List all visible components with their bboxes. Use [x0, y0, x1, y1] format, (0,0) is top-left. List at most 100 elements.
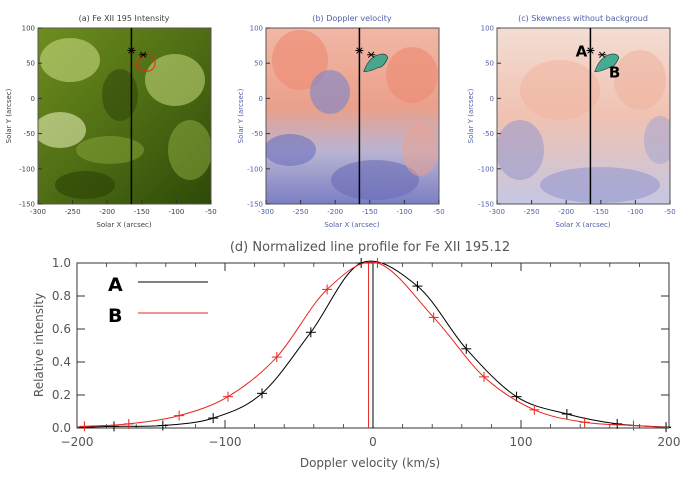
- panel-b-axes: -300 -250 -200 -150 -100 -50 100 50 0 -50 -100 -150: [247, 25, 445, 217]
- panel-c-xlabel: Solar X (arcsec): [555, 221, 610, 229]
- chart-ytick-label: 0.8: [52, 289, 71, 303]
- panel-c-star-marker: [598, 51, 607, 58]
- panel-d: (d) Normalized line profile for Fe XII 1…: [32, 240, 680, 470]
- series-point-a: [612, 418, 623, 429]
- panel-b-ytick-label: 0: [259, 95, 263, 103]
- panel-c-ytick-label: 0: [490, 95, 494, 103]
- panel-a-ytick-label: 0: [31, 95, 35, 103]
- chart-xlabel: Doppler velocity (km/s): [300, 456, 440, 470]
- panel-a-title: (a) Fe XII 195 Intensity: [79, 14, 170, 23]
- series-point-b: [372, 258, 383, 268]
- panel-a-ytick-label: 100: [22, 25, 35, 33]
- chart-axes: −200 −100 0 100 200 0.0 0.2 0.4 0.6 0.8 1.0: [52, 256, 681, 449]
- panel-a-xtick-label: -300: [30, 208, 46, 216]
- series-point-a: [257, 388, 267, 399]
- series-point-b: [271, 352, 282, 363]
- panel-c-overlay: AB: [576, 28, 620, 204]
- series-point-b: [479, 371, 489, 382]
- panel-b-xtick-label: -300: [258, 208, 274, 216]
- chart-xtick-label: 100: [510, 435, 533, 449]
- panel-a-ytick-label: 50: [26, 60, 35, 68]
- panel-a-star-marker: [127, 47, 136, 54]
- panel-b-ylabel: Solar Y (arcsec): [237, 88, 245, 143]
- panel-c-xtick-label: -50: [664, 208, 675, 216]
- chart-ytick-label: 0.4: [52, 355, 71, 369]
- chart-xtick-label: −200: [61, 435, 94, 449]
- chart-ytick-label: 0.2: [52, 388, 71, 402]
- panel-c: (c) Skewness without backgroud AB -300 -2…: [467, 14, 676, 229]
- series-point-b: [222, 391, 233, 402]
- panel-b-image: [266, 28, 439, 204]
- series-point-a: [412, 281, 423, 292]
- panel-c-ytick-label: -150: [478, 201, 494, 209]
- panel-a-ytick-label: -50: [24, 130, 35, 138]
- panel-c-contour: [594, 53, 620, 73]
- panel-a-ytick-label: -100: [19, 165, 35, 173]
- panel-b-ytick-label: 50: [254, 60, 263, 68]
- series-point-b: [579, 417, 590, 428]
- panel-b-xtick-label: -200: [327, 208, 343, 216]
- panel-b-star-marker: [367, 51, 376, 58]
- chart-series: [76, 258, 672, 433]
- series-point-b: [174, 410, 185, 421]
- chart-xtick-label: −100: [209, 435, 242, 449]
- panel-a-ylabel: Solar Y (arcsec): [5, 88, 13, 143]
- panel-b-ytick-label: -100: [247, 165, 263, 173]
- panel-b-xtick-label: -100: [396, 208, 412, 216]
- panel-c-ytick-label: -100: [478, 165, 494, 173]
- panel-b-ytick-label: -150: [247, 201, 263, 209]
- panel-a-axes: -300 -250 -200 -150 -100 -50 100 50 0 -50 -100 -150: [19, 25, 217, 217]
- chart-ytick-label: 1.0: [52, 256, 71, 270]
- panel-c-xtick-label: -250: [524, 208, 540, 216]
- panel-b-frame: [265, 27, 440, 205]
- panel-a-frame: [37, 27, 212, 205]
- panel-b-title: (b) Doppler velocity: [312, 14, 392, 23]
- panel-c-ylabel: Solar Y (arcsec): [467, 88, 475, 143]
- chart-ylabel: Relative intensity: [32, 293, 46, 397]
- series-point-b: [529, 404, 540, 415]
- series-point-b: [628, 420, 639, 431]
- series-point-b: [322, 284, 333, 295]
- panel-c-point-label-b: B: [609, 64, 620, 82]
- series-point-a: [561, 408, 572, 419]
- panel-c-point-label-a: A: [576, 43, 588, 61]
- chart-xtick-label: 0: [369, 435, 377, 449]
- panel-b: (b) Doppler velocity -300 -250 -200 -150 -10…: [237, 14, 445, 229]
- panel-b-ytick-label: 100: [250, 25, 263, 33]
- panel-a-image: [38, 28, 211, 204]
- chart-ytick-label: 0.0: [52, 421, 71, 435]
- legend-label-a: A: [108, 274, 123, 296]
- panel-b-xtick-label: -150: [362, 208, 378, 216]
- series-point-a: [157, 420, 168, 431]
- panel-a-star-marker: [139, 51, 148, 58]
- legend-label-b: B: [108, 305, 122, 327]
- series-line-a: [76, 260, 672, 429]
- panel-a-xtick-label: -250: [65, 208, 81, 216]
- panel-b-xtick-label: -50: [433, 208, 444, 216]
- chart-xtick-label: 200: [658, 435, 681, 449]
- series-point-a: [461, 343, 472, 354]
- panel-c-xtick-label: -150: [593, 208, 609, 216]
- panel-a-xtick-label: -50: [205, 208, 216, 216]
- panel-a-xtick-label: -150: [134, 208, 150, 216]
- panel-b-xlabel: Solar X (arcsec): [324, 221, 379, 229]
- panel-a-xtick-label: -100: [168, 208, 184, 216]
- panel-a: (a) Fe XII 195 Intensity -300 -250 -200 -15…: [5, 14, 217, 229]
- panel-b-overlay: [355, 28, 389, 204]
- chart-title: (d) Normalized line profile for Fe XII 1…: [230, 240, 510, 255]
- panel-c-frame: [496, 27, 671, 205]
- panel-b-star-marker: [355, 47, 364, 54]
- series-point-a: [305, 327, 316, 338]
- panel-c-ytick-label: 100: [481, 25, 494, 33]
- series-point-a: [208, 413, 219, 424]
- panel-c-xtick-label: -200: [558, 208, 574, 216]
- panel-b-contour: [363, 53, 389, 73]
- series-point-b: [428, 312, 439, 323]
- panel-a-ytick-label: -150: [19, 201, 35, 209]
- panel-c-axes: -300 -250 -200 -150 -100 -50 100 50 0 -50 -100 -150: [478, 25, 676, 217]
- series-point-b: [123, 418, 134, 429]
- panel-c-ytick-label: -50: [483, 130, 494, 138]
- panel-c-star-marker: [586, 47, 595, 54]
- panel-c-ytick-label: 50: [485, 60, 494, 68]
